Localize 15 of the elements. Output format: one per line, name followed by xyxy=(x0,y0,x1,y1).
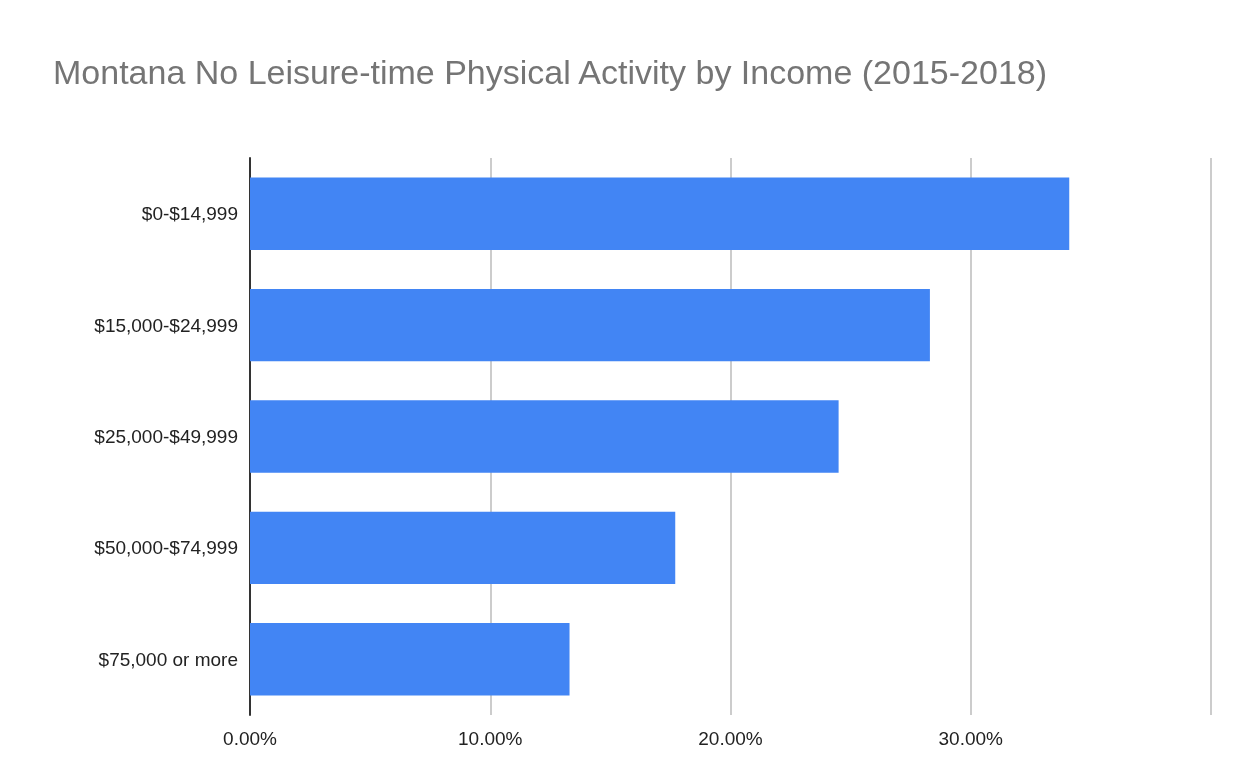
x-tick-label: 10.00% xyxy=(458,728,523,749)
x-tick-label: 20.00% xyxy=(698,728,763,749)
y-tick-label: $0-$14,999 xyxy=(141,203,238,225)
y-tick-label: $25,000-$49,999 xyxy=(94,426,238,447)
bar xyxy=(250,623,570,696)
bar xyxy=(250,400,839,473)
y-tick-label: $50,000-$74,999 xyxy=(94,537,238,559)
bar xyxy=(250,288,930,362)
y-tick-label: $75,000 or more xyxy=(98,648,238,670)
chart-title: Montana No Leisure-time Physical Activity by Income (2015-2018) xyxy=(53,53,1048,91)
bar xyxy=(250,511,676,585)
bar xyxy=(250,177,1070,250)
x-tick-label: 30.00% xyxy=(938,728,1004,749)
x-tick-label: 0.00% xyxy=(223,728,278,749)
y-tick-label: $15,000-$24,999 xyxy=(94,314,238,336)
